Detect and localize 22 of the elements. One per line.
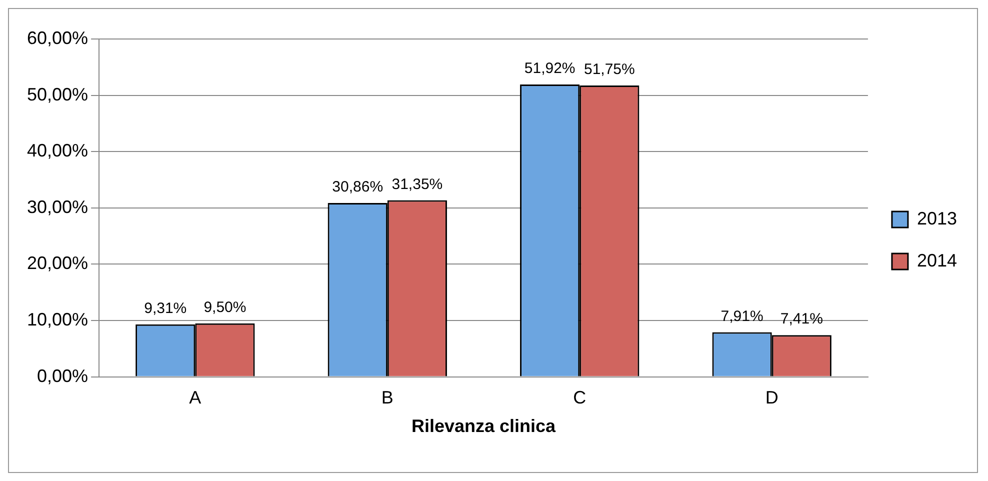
- y-tick-label: 50,00%: [26, 84, 88, 104]
- y-tick-label: 30,00%: [26, 196, 88, 217]
- data-label: 51,92%: [524, 60, 576, 78]
- x-tick-label: C: [573, 388, 586, 408]
- legend-label: 2013: [916, 208, 958, 228]
- x-tick-label: B: [381, 388, 394, 408]
- data-label: 51,75%: [584, 61, 635, 78]
- x-tick-label: D: [765, 388, 778, 408]
- data-label: 31,35%: [392, 176, 443, 193]
- data-label: 9,50%: [204, 298, 246, 316]
- y-tick-label: 20,00%: [26, 253, 88, 274]
- data-label: 9,31%: [144, 300, 187, 318]
- y-tick-label: 10,00%: [26, 309, 88, 330]
- y-tick-label: 60,00%: [26, 28, 88, 48]
- x-tick-label: A: [189, 388, 202, 408]
- legend-label: 2014: [916, 250, 958, 270]
- x-axis-title: Rilevanza clinica: [411, 416, 557, 436]
- y-tick-label: 0,00%: [37, 366, 88, 386]
- data-label: 7,91%: [720, 308, 764, 325]
- data-label: 30,86%: [332, 178, 384, 196]
- data-label: 7,41%: [780, 310, 823, 328]
- y-tick-label: 40,00%: [26, 140, 88, 161]
